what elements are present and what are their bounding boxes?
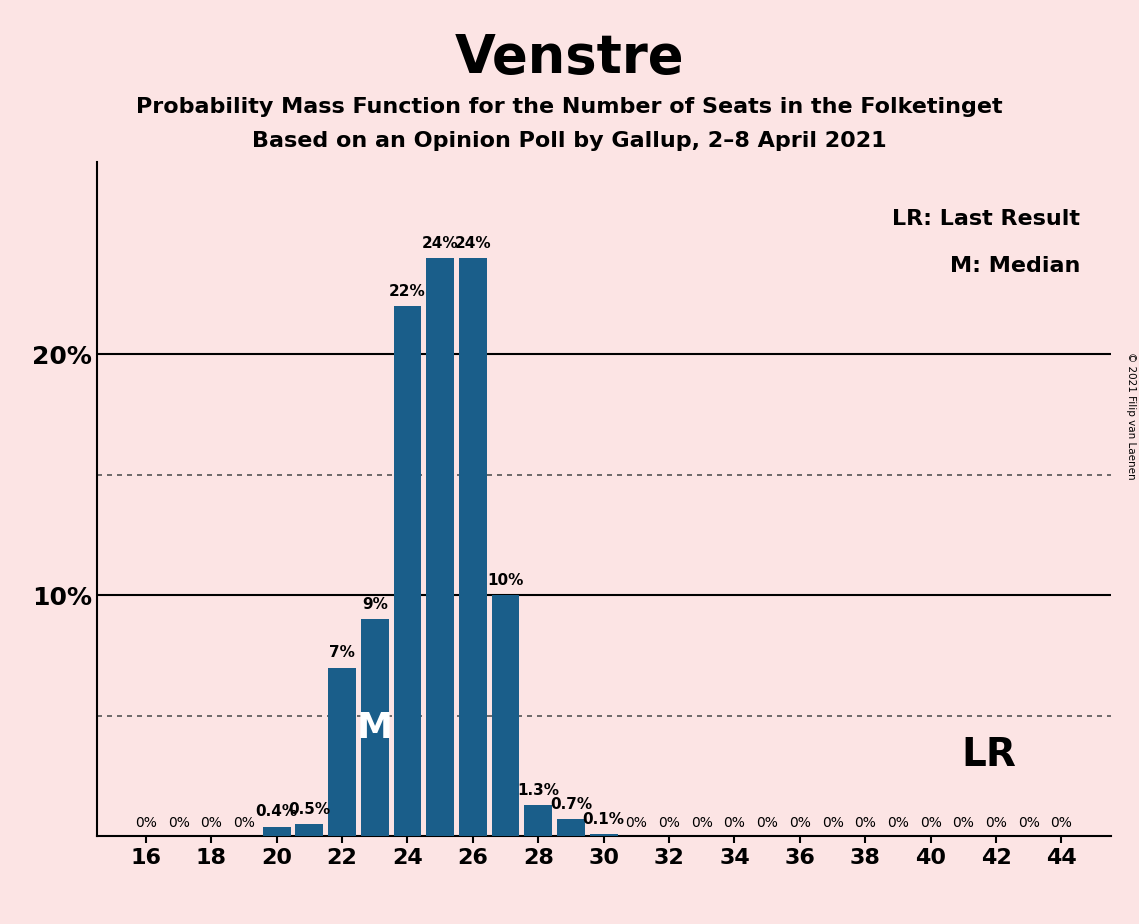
Text: 7%: 7% xyxy=(329,645,355,661)
Text: 22%: 22% xyxy=(390,284,426,299)
Bar xyxy=(557,820,584,836)
Text: Based on an Opinion Poll by Gallup, 2–8 April 2021: Based on an Opinion Poll by Gallup, 2–8 … xyxy=(252,131,887,152)
Text: M: Median: M: Median xyxy=(950,256,1080,276)
Bar xyxy=(492,595,519,836)
Text: 9%: 9% xyxy=(362,597,387,613)
Text: 0%: 0% xyxy=(887,816,909,830)
Text: 0%: 0% xyxy=(854,816,876,830)
Text: 0%: 0% xyxy=(1018,816,1040,830)
Bar xyxy=(361,619,388,836)
Text: Venstre: Venstre xyxy=(454,32,685,84)
Text: 10%: 10% xyxy=(487,573,524,588)
Text: 0%: 0% xyxy=(952,816,974,830)
Text: 0%: 0% xyxy=(658,816,680,830)
Text: © 2021 Filip van Laenen: © 2021 Filip van Laenen xyxy=(1126,352,1136,480)
Bar xyxy=(590,833,617,836)
Text: 0%: 0% xyxy=(233,816,255,830)
Text: 0.1%: 0.1% xyxy=(583,811,624,827)
Text: 0%: 0% xyxy=(167,816,189,830)
Text: 0%: 0% xyxy=(1050,816,1073,830)
Text: 0%: 0% xyxy=(691,816,713,830)
Text: 0%: 0% xyxy=(985,816,1007,830)
Bar xyxy=(459,258,486,836)
Bar xyxy=(328,667,357,836)
Text: 0%: 0% xyxy=(134,816,157,830)
Text: 0%: 0% xyxy=(919,816,942,830)
Text: Probability Mass Function for the Number of Seats in the Folketinget: Probability Mass Function for the Number… xyxy=(137,97,1002,117)
Bar xyxy=(426,258,454,836)
Bar xyxy=(263,827,290,836)
Bar xyxy=(295,824,323,836)
Text: 0.7%: 0.7% xyxy=(550,797,592,812)
Text: 1.3%: 1.3% xyxy=(517,783,559,797)
Text: 0%: 0% xyxy=(625,816,647,830)
Text: 0%: 0% xyxy=(756,816,778,830)
Text: M: M xyxy=(357,711,393,745)
Text: 0%: 0% xyxy=(821,816,844,830)
Text: 0%: 0% xyxy=(200,816,222,830)
Text: 0%: 0% xyxy=(723,816,745,830)
Text: 0.4%: 0.4% xyxy=(255,805,297,820)
Text: 0.5%: 0.5% xyxy=(288,802,330,817)
Bar xyxy=(524,805,552,836)
Text: LR: LR xyxy=(961,736,1016,774)
Bar xyxy=(394,306,421,836)
Text: 24%: 24% xyxy=(421,236,459,250)
Text: 24%: 24% xyxy=(454,236,491,250)
Text: LR: Last Result: LR: Last Result xyxy=(892,209,1080,229)
Text: 0%: 0% xyxy=(789,816,811,830)
